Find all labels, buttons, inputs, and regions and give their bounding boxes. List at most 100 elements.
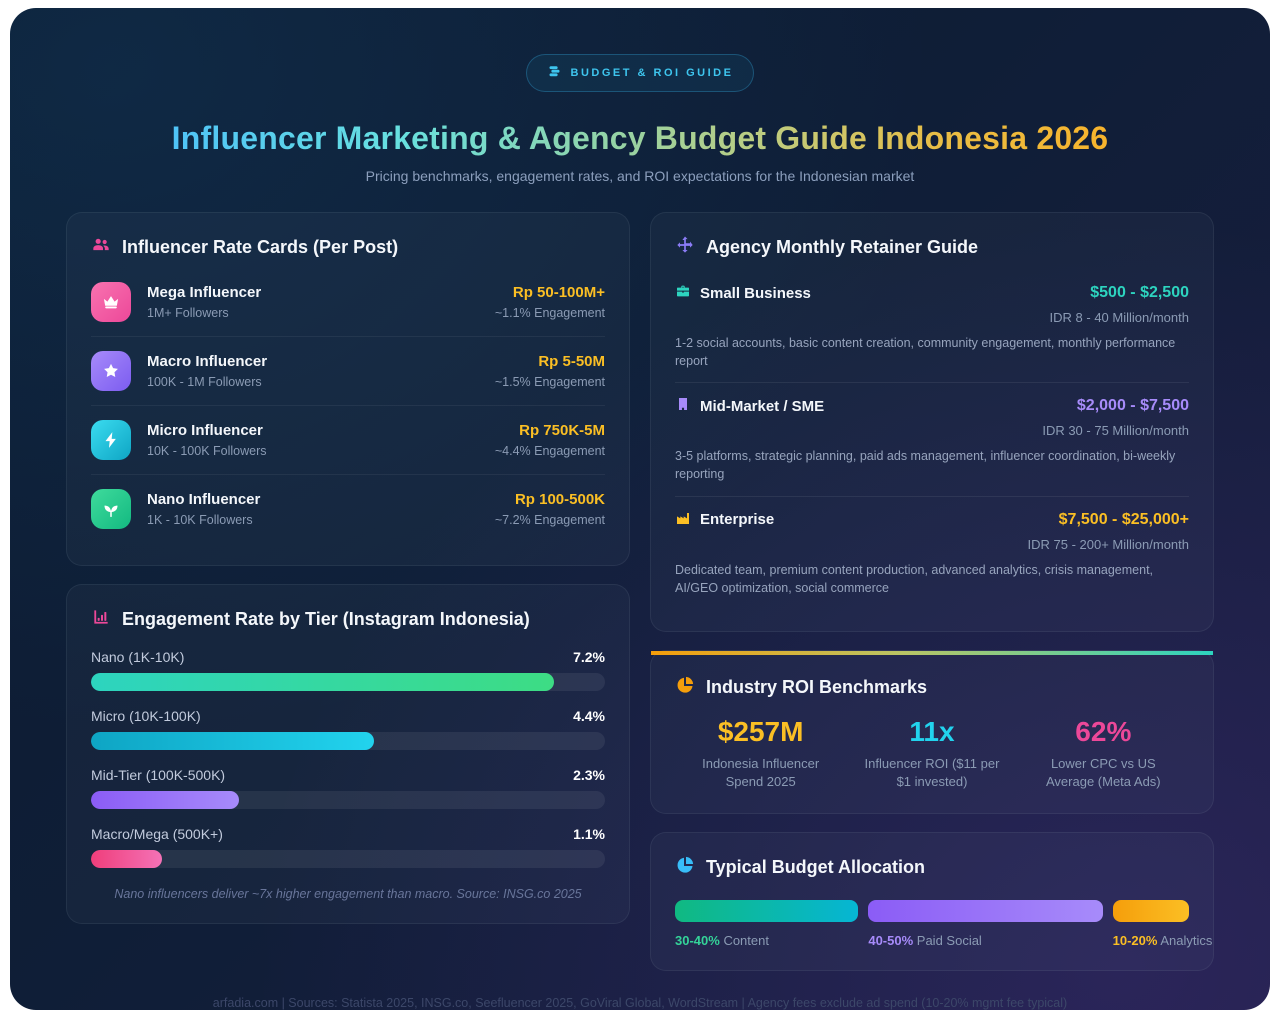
bar-category: Micro (10K-100K) bbox=[91, 708, 201, 724]
roi-stat-roi: 11x Influencer ROI ($11 per $1 invested) bbox=[846, 716, 1017, 791]
pie-chart-icon bbox=[675, 855, 695, 880]
segment-label: Paid Social bbox=[916, 933, 982, 949]
roi-label: Influencer ROI ($11 per $1 invested) bbox=[864, 755, 1000, 789]
bar-track bbox=[91, 673, 605, 691]
rate-followers: 100K - 1M Followers bbox=[147, 375, 262, 389]
roi-value: 62% bbox=[1075, 715, 1132, 747]
bar-fill bbox=[91, 791, 239, 809]
bar-group-midtier: Mid-Tier (100K-500K) 2.3% bbox=[91, 767, 605, 809]
tier-price: $7,500 - $25,000+ bbox=[1058, 510, 1189, 528]
roi-value: $257M bbox=[717, 715, 804, 747]
budget-title: Typical Budget Allocation bbox=[706, 857, 926, 878]
retainer-card: Agency Monthly Retainer Guide Small Busi… bbox=[650, 212, 1214, 632]
tier-description: Dedicated team, premium content producti… bbox=[675, 562, 1154, 595]
segment-bar bbox=[1112, 900, 1189, 923]
bar-category: Mid-Tier (100K-500K) bbox=[91, 767, 226, 783]
building-icon bbox=[675, 396, 691, 416]
roi-label: Lower CPC vs US Average (Meta Ads) bbox=[1045, 755, 1161, 789]
page-title: Influencer Marketing & Agency Budget Gui… bbox=[171, 120, 1109, 156]
rate-engagement: ~1.5% Engagement bbox=[494, 375, 605, 389]
infographic-canvas: BUDGET & ROI GUIDE Influencer Marketing … bbox=[10, 8, 1270, 1010]
segment-bar bbox=[868, 900, 1103, 923]
footer-sources: arfadia.com | Sources: Statista 2025, IN… bbox=[212, 996, 1068, 1010]
sprout-icon bbox=[91, 489, 131, 529]
segment-range: 40-50% bbox=[868, 933, 914, 949]
rate-rows: Mega Influencer 1M+ Followers Rp 50-100M… bbox=[91, 268, 605, 543]
bar-chart-icon bbox=[91, 607, 111, 632]
bar-group-micro: Micro (10K-100K) 4.4% bbox=[91, 708, 605, 750]
segment-range: 10-20% bbox=[1112, 933, 1158, 949]
badge-pill: BUDGET & ROI GUIDE bbox=[525, 54, 755, 92]
tier-price: $500 - $2,500 bbox=[1090, 284, 1189, 301]
tier-small-business: Small Business $500 - $2,500 IDR 8 - 40 … bbox=[675, 270, 1189, 384]
rate-price: Rp 50-100M+ bbox=[512, 284, 605, 301]
segment-range: 30-40% bbox=[675, 933, 720, 949]
bar-category: Nano (1K-10K) bbox=[91, 649, 185, 665]
segment-content: 30-40% Content bbox=[675, 900, 859, 949]
crown-icon bbox=[91, 282, 131, 322]
page-subtitle: Pricing benchmarks, engagement rates, an… bbox=[365, 168, 915, 184]
star-icon bbox=[91, 351, 131, 391]
rate-followers: 1K - 10K Followers bbox=[147, 513, 253, 527]
roi-benchmarks-card: Industry ROI Benchmarks $257M Indonesia … bbox=[650, 649, 1214, 815]
rate-price: Rp 750K-5M bbox=[519, 422, 605, 439]
rate-row-mega: Mega Influencer 1M+ Followers Rp 50-100M… bbox=[91, 268, 605, 337]
bar-track bbox=[91, 732, 605, 750]
rate-name: Micro Influencer bbox=[147, 422, 263, 439]
tier-idr: IDR 75 - 200+ Million/month bbox=[1027, 536, 1190, 552]
bar-group-nano: Nano (1K-10K) 7.2% bbox=[91, 649, 605, 691]
users-group-icon bbox=[91, 235, 111, 260]
bolt-icon bbox=[91, 420, 131, 460]
right-column: Agency Monthly Retainer Guide Small Busi… bbox=[650, 212, 1214, 972]
bar-value: 7.2% bbox=[573, 649, 605, 665]
retainer-title: Agency Monthly Retainer Guide bbox=[706, 237, 979, 257]
rate-name: Macro Influencer bbox=[147, 353, 268, 370]
rate-followers: 10K - 100K Followers bbox=[147, 444, 267, 458]
rate-row-macro: Macro Influencer 100K - 1M Followers Rp … bbox=[91, 337, 605, 406]
rate-name: Mega Influencer bbox=[147, 284, 262, 301]
rate-price: Rp 5-50M bbox=[538, 353, 605, 370]
move-arrows-icon bbox=[675, 235, 695, 260]
tier-name: Small Business bbox=[700, 284, 811, 302]
tier-mid-market: Mid-Market / SME $2,000 - $7,500 IDR 30 … bbox=[675, 383, 1189, 497]
tier-idr: IDR 8 - 40 Million/month bbox=[1049, 310, 1189, 325]
left-column: Influencer Rate Cards (Per Post) Mega In… bbox=[66, 212, 630, 924]
segment-label: Content bbox=[723, 933, 769, 949]
tier-idr: IDR 30 - 75 Million/month bbox=[1042, 423, 1189, 439]
roi-label: Indonesia Influencer Spend 2025 bbox=[702, 755, 820, 789]
bar-track bbox=[91, 791, 605, 809]
roi-value: 11x bbox=[909, 715, 955, 747]
header: BUDGET & ROI GUIDE Influencer Marketing … bbox=[10, 8, 1270, 184]
briefcase-icon bbox=[675, 283, 691, 303]
tier-description: 3-5 platforms, strategic planning, paid … bbox=[675, 449, 1176, 482]
tier-description: 1-2 social accounts, basic content creat… bbox=[675, 336, 1176, 369]
badge-label: BUDGET & ROI GUIDE bbox=[570, 67, 734, 79]
bar-groups: Nano (1K-10K) 7.2% Micro (10K-100K) 4.4% bbox=[91, 649, 605, 868]
bar-track bbox=[91, 850, 605, 868]
rate-row-micro: Micro Influencer 10K - 100K Followers Rp… bbox=[91, 406, 605, 475]
bar-value: 2.3% bbox=[573, 767, 605, 783]
rate-engagement: ~4.4% Engagement bbox=[494, 444, 605, 458]
tier-name: Enterprise bbox=[700, 511, 775, 528]
chart-note: Nano influencers deliver ~7x higher enga… bbox=[114, 887, 582, 901]
roi-stat-spend: $257M Indonesia Influencer Spend 2025 bbox=[675, 716, 846, 791]
rate-name: Nano Influencer bbox=[147, 491, 261, 508]
engagement-chart-card: Engagement Rate by Tier (Instagram Indon… bbox=[66, 584, 630, 924]
budget-allocation-card: Typical Budget Allocation 30-40% Content… bbox=[650, 832, 1214, 972]
tier-price: $2,000 - $7,500 bbox=[1076, 397, 1189, 415]
rate-cards-card: Influencer Rate Cards (Per Post) Mega In… bbox=[66, 212, 630, 566]
rate-cards-title: Influencer Rate Cards (Per Post) bbox=[122, 237, 399, 257]
rate-row-nano: Nano Influencer 1K - 10K Followers Rp 10… bbox=[91, 475, 605, 543]
pie-chart-icon bbox=[675, 675, 695, 700]
tier-enterprise: Enterprise $7,500 - $25,000+ IDR 75 - 20… bbox=[675, 497, 1189, 609]
bar-group-macromega: Macro/Mega (500K+) 1.1% bbox=[91, 826, 605, 868]
bar-value: 1.1% bbox=[573, 826, 605, 842]
segment-analytics: 10-20% Analytics bbox=[1112, 900, 1212, 949]
budget-segments: 30-40% Content 40-50% Paid Social 10-20%… bbox=[675, 900, 1212, 949]
rate-engagement: ~1.1% Engagement bbox=[494, 306, 605, 320]
roi-stat-cpc: 62% Lower CPC vs US Average (Meta Ads) bbox=[1018, 716, 1189, 791]
rate-engagement: ~7.2% Engagement bbox=[494, 513, 605, 527]
rate-price: Rp 100-500K bbox=[514, 491, 605, 508]
bar-value: 4.4% bbox=[573, 708, 605, 724]
